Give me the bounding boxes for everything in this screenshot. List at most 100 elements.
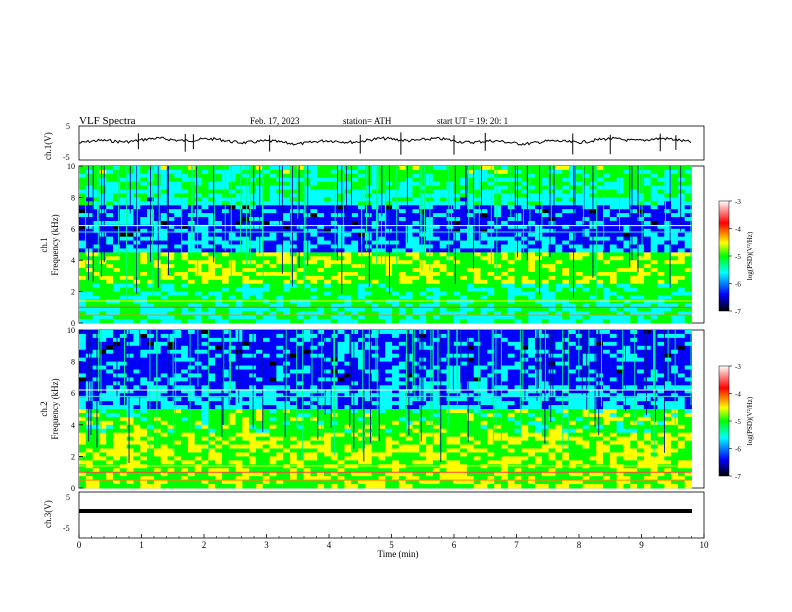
spec-cell [555,361,563,366]
spec-cell [106,169,114,175]
spec-cell [358,287,366,293]
spec-cell [167,319,175,324]
spec-cell [684,353,692,359]
spec-cell [541,177,549,183]
spec-cell [541,264,549,269]
spec-cell [453,220,461,226]
spec-cell [480,189,488,194]
spec-cell [405,279,413,285]
spec-cell [113,209,121,214]
spec-cell [92,295,100,300]
spec-cell [684,185,692,190]
spec-cell [664,279,672,285]
spec-cell [582,248,590,253]
spec-cell [453,189,461,194]
spec-cell [106,377,114,382]
spec-cell [269,248,277,253]
spec-cell [228,217,236,222]
spec-cell [609,377,618,382]
spec-cell [548,311,556,316]
spec-cell [392,337,400,343]
spec-cell [623,260,631,265]
spec-cell [99,275,107,281]
spec-cell [221,353,230,359]
spec-cell [419,169,427,175]
spec-cell [371,240,379,245]
spec-cell [671,166,679,171]
spec-cell [514,220,522,226]
spec-cell [623,319,631,324]
spec-cell [235,193,243,198]
spec-cell [160,333,168,339]
spec-cell [303,248,311,253]
spec-cell [514,213,522,218]
spec-cell [364,264,373,269]
spec-cell [562,330,570,335]
spec-cell [677,173,686,179]
spec-cell [562,333,570,339]
spec-cell [514,197,522,202]
spec-cell [453,283,461,289]
spec-cell [534,236,543,241]
date-label: Feb. 17, 2023 [250,116,300,126]
spec-cell [289,365,298,370]
spec-cell [643,353,652,359]
spec-cell [562,275,570,281]
spec-cell [548,169,556,175]
spec-cell [235,181,243,187]
spec-cell [119,275,128,281]
spec-cell [106,240,114,245]
spec-cell [453,295,461,300]
spec-cell [569,248,577,253]
spec-cell [283,169,291,175]
spec-cell [446,315,454,320]
spec-cell [446,240,454,245]
spec-cell [541,166,549,171]
spec-cell [174,283,182,289]
spec-cell [385,275,393,281]
spec-cell [303,311,311,316]
spec-cell [555,319,563,324]
spec-cell [126,256,134,261]
spec-cell [555,330,563,335]
spec-cell [643,341,652,347]
spec-cell [548,268,556,273]
spec-cell [684,256,692,261]
spec-cell [174,315,182,320]
spec-cell [296,361,304,366]
spec-cell [330,244,339,249]
spec-cell [521,240,529,245]
spec-cell [446,303,454,308]
spec-cell [555,177,563,183]
spec-cell [555,169,563,175]
spec-cell [187,349,196,355]
spec-cell [215,365,223,370]
spec-cell [317,283,325,289]
spec-cell [514,377,522,382]
spec-cell [385,189,393,194]
spec-cell [473,315,481,320]
spec-cell [643,287,652,293]
spec-cell [494,236,502,241]
spec-cell [664,268,672,273]
spec-cell [201,299,209,304]
spec-cell [337,177,345,183]
spec-cell [242,319,250,324]
spec-cell [575,279,584,285]
spec-cell [385,353,393,359]
spec-cell [528,240,536,245]
spec-cell [446,279,454,285]
spec-cell [85,217,94,222]
spec-cell [79,213,87,218]
spec-cell [541,307,549,312]
spec-cell [657,181,665,187]
spec-cell [181,268,189,273]
spec-cell [684,373,692,378]
spec-cell [432,271,441,277]
spec-cell [201,275,209,281]
spec-cell [582,264,590,269]
spec-cell [371,299,379,304]
spec-cell [671,189,679,194]
spec-cell [371,283,379,289]
spec-cell [473,307,481,312]
